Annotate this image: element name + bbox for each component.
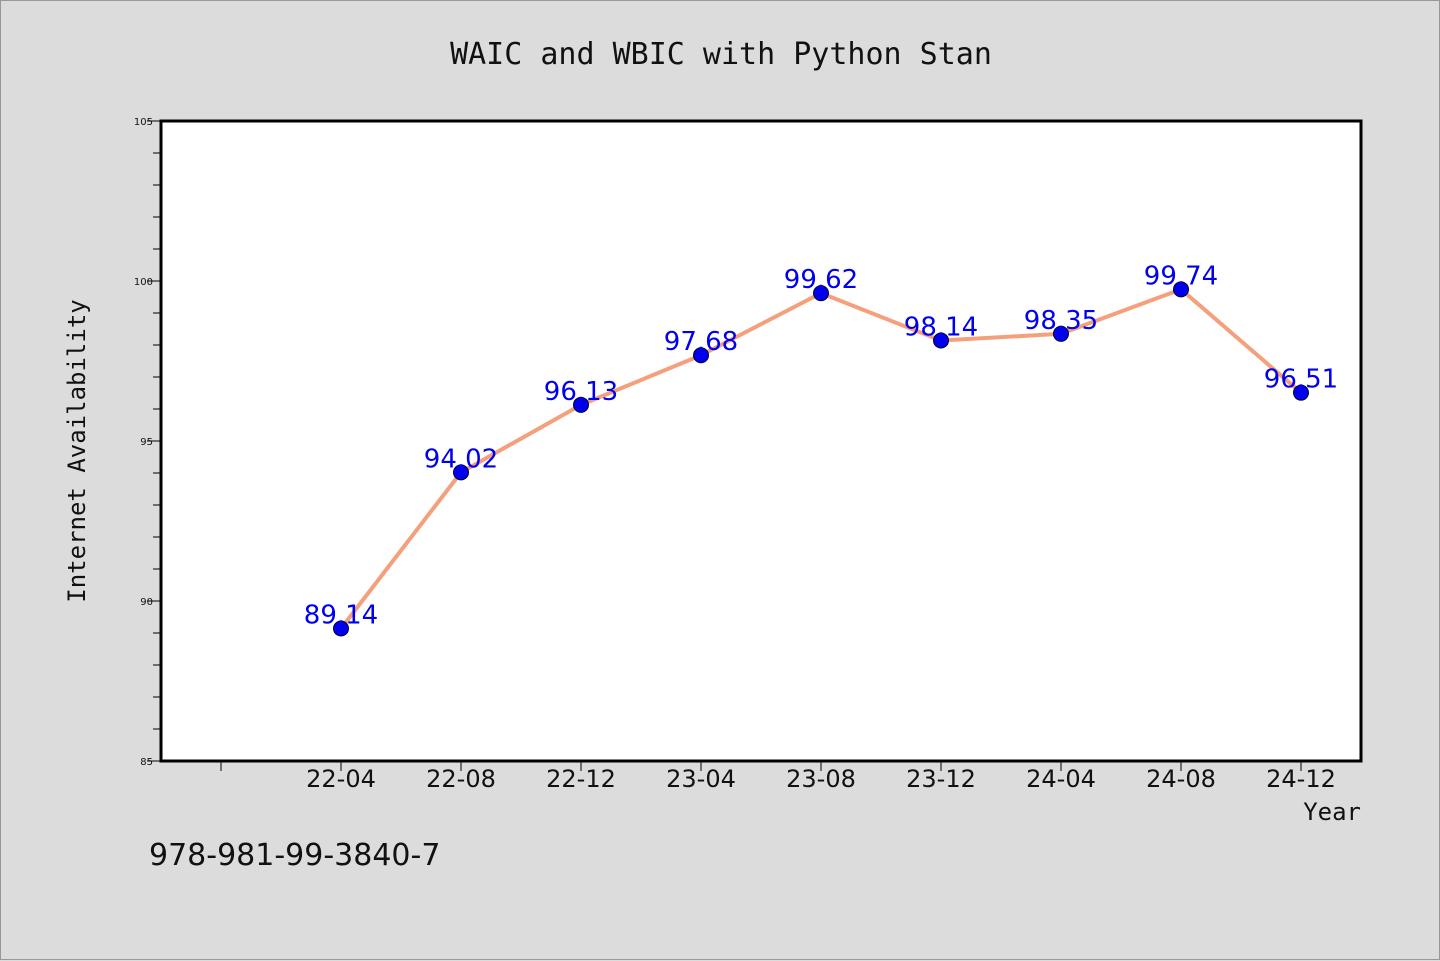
data-point [333, 620, 349, 637]
plot-area [159, 119, 1363, 763]
data-point [1173, 281, 1189, 298]
series-markers [333, 281, 1309, 637]
data-label: 94.02 [424, 444, 498, 474]
x-tick-label: 23-12 [906, 765, 976, 793]
x-axis-label: Year [1303, 798, 1361, 826]
x-tick-label: 24-12 [1266, 765, 1336, 793]
data-label: 98.35 [1024, 306, 1098, 336]
y-axis-label: Internet Availability [63, 299, 91, 602]
x-tick-label: 24-08 [1146, 765, 1216, 793]
x-tick-label: 23-04 [666, 765, 736, 793]
x-tick-label: 24-04 [1026, 765, 1096, 793]
data-point [933, 332, 949, 349]
x-tick-label: 22-04 [306, 765, 376, 793]
data-label: 98.14 [904, 313, 978, 343]
data-label: 97.68 [664, 327, 738, 357]
data-point [1293, 384, 1309, 401]
data-label: 99.74 [1144, 261, 1218, 291]
data-point [693, 347, 709, 364]
y-tick-label: 105 [134, 117, 153, 128]
data-point [573, 396, 589, 413]
data-label: 96.13 [544, 377, 618, 407]
data-point [453, 464, 469, 481]
x-axis: 22-04 22-08 22-12 23-04 23-08 23-12 24-04 24-08… [220, 761, 1336, 793]
data-point [1053, 325, 1069, 342]
data-label: 99.62 [784, 265, 858, 295]
x-tick-label: 23-08 [786, 765, 856, 793]
x-tick-label: 22-08 [426, 765, 496, 793]
y-tick-label: 85 [140, 757, 153, 768]
data-labels: 89.14 94.02 96.13 97.68 99.62 98.14 98.35 99.74… [304, 261, 1338, 630]
data-label: 89.14 [304, 601, 378, 631]
chart-title: WAIC and WBIC with Python Stan [450, 37, 992, 72]
isbn-footer: 978-981-99-3840-7 [149, 838, 440, 873]
y-axis: 85 90 95 100 105 [134, 117, 161, 768]
x-tick-label: 22-12 [546, 765, 616, 793]
y-tick-label: 100 [134, 277, 153, 288]
data-label: 96.51 [1264, 365, 1338, 395]
y-tick-label: 90 [140, 597, 153, 608]
y-tick-label: 95 [140, 437, 153, 448]
data-point [813, 285, 829, 302]
